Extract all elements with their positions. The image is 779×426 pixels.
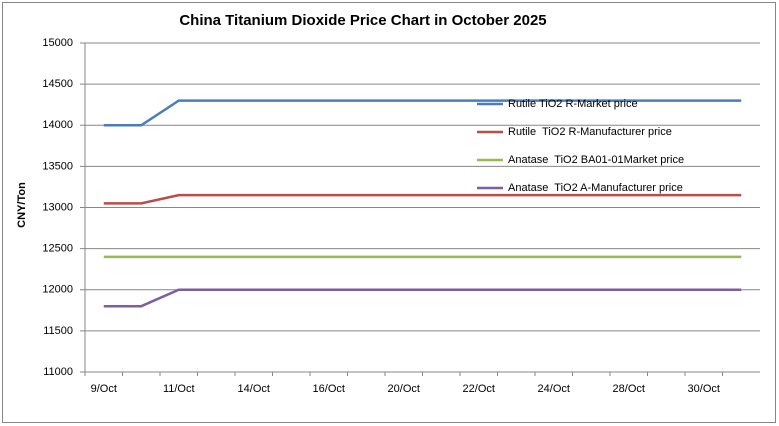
y-tick-label: 15000 (42, 37, 73, 49)
x-tick-label: 24/Oct (538, 383, 570, 395)
x-tick-label: 30/Oct (688, 383, 720, 395)
series-line (103, 193, 742, 205)
legend-label: Rutile TiO2 R-Market price (508, 98, 638, 110)
y-axis-label: CNY/Ton (16, 182, 28, 228)
x-tick-label: 11/Oct (163, 383, 195, 395)
y-tick-label: 12000 (42, 284, 73, 296)
chart-title: China Titanium Dioxide Price Chart in Oc… (179, 12, 546, 29)
x-tick-label: 28/Oct (613, 383, 645, 395)
y-tick-label: 11500 (43, 325, 73, 337)
x-tick-label: 22/Oct (463, 383, 495, 395)
x-tick-label: 9/Oct (91, 383, 117, 395)
x-tick-label: 14/Oct (238, 383, 270, 395)
y-tick-label: 14000 (42, 119, 73, 131)
legend-label: Anatase TiO2 BA01-01Market price (508, 154, 684, 166)
y-tick-label: 11000 (43, 366, 73, 378)
y-tick-label: 13500 (42, 160, 73, 172)
legend-label: Rutile TiO2 R-Manufacturer price (508, 126, 672, 138)
x-tick-label: 16/Oct (313, 383, 345, 395)
x-tick-label: 20/Oct (388, 383, 420, 395)
y-tick-label: 12500 (42, 243, 73, 255)
series-line (103, 99, 742, 127)
y-tick-label: 14500 (42, 78, 73, 90)
y-tick-label: 13000 (42, 201, 73, 213)
series-line (103, 288, 742, 308)
legend-label: Anatase TiO2 A-Manufacturer price (508, 182, 683, 194)
